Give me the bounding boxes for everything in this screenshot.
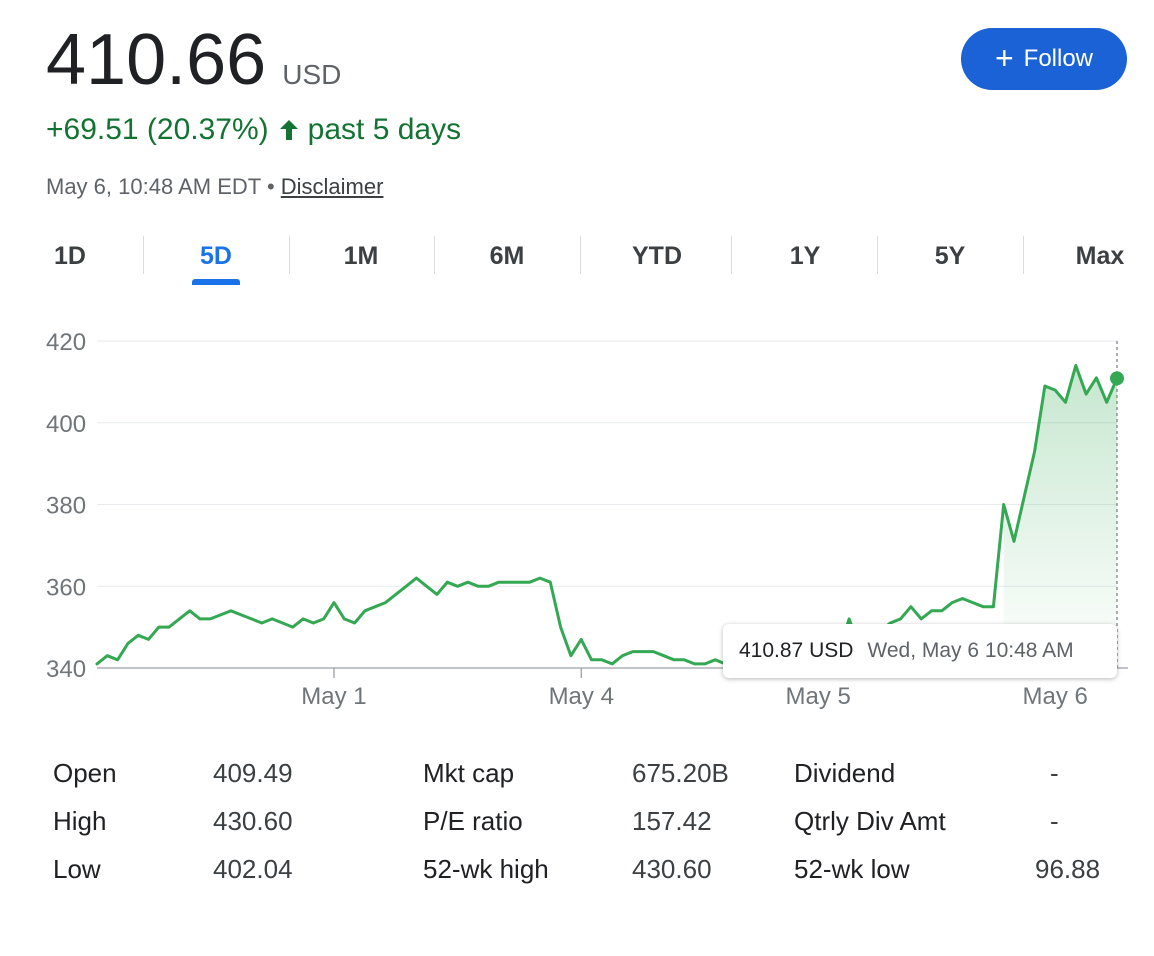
tab-divider — [434, 236, 435, 274]
tab-divider — [580, 236, 581, 274]
stat-value-52wk-high: 430.60 — [632, 854, 712, 884]
stat-label-high: High — [53, 806, 107, 836]
chart-tooltip: 410.87 USD Wed, May 6 10:48 AM — [723, 624, 1117, 678]
stat-value-pe-ratio: 157.42 — [632, 806, 712, 836]
tab-divider — [731, 236, 732, 274]
stats-grid: Open 409.49 High 430.60 Low 402.04 Mkt c… — [53, 750, 1133, 900]
stat-value-qtrly-div: - — [1050, 806, 1059, 836]
range-tabs: 1D 5D 1M 6M YTD 1Y 5Y Max — [0, 228, 1154, 288]
stat-label-52wk-low: 52-wk low — [794, 854, 910, 884]
y-tick-label: 420 — [46, 329, 86, 356]
stat-value-low: 402.04 — [213, 854, 293, 884]
tab-1y[interactable]: 1Y — [789, 242, 821, 270]
tab-ytd[interactable]: YTD — [632, 242, 682, 270]
y-tick-label: 360 — [46, 574, 86, 601]
stat-value-52wk-low: 96.88 — [1035, 854, 1101, 884]
disclaimer-link[interactable]: Disclaimer — [280, 174, 384, 199]
currency-label: USD — [282, 59, 342, 90]
price-change: +69.51 (20.37%) past 5 days — [46, 113, 461, 147]
tab-max[interactable]: Max — [1075, 242, 1125, 270]
tab-1m[interactable]: 1M — [343, 242, 379, 270]
stat-label-qtrly-div: Qtrly Div Amt — [794, 806, 946, 836]
series-area — [1003, 365, 1117, 668]
tab-5y[interactable]: 5Y — [934, 242, 966, 270]
change-period: past 5 days — [307, 113, 462, 146]
y-tick-label: 400 — [46, 411, 86, 438]
active-tab-indicator — [192, 279, 240, 285]
stat-label-pe-ratio: P/E ratio — [423, 806, 523, 836]
follow-label: Follow — [1023, 45, 1094, 72]
tab-divider — [1023, 236, 1024, 274]
stat-value-open: 409.49 — [213, 758, 293, 788]
tooltip-price: 410.87 USD — [739, 639, 854, 662]
stat-label-dividend: Dividend — [794, 758, 896, 788]
y-tick-label: 380 — [46, 493, 86, 520]
y-tick-label: 340 — [46, 656, 86, 683]
timestamp: May 6, 10:48 AM EDT — [46, 174, 261, 199]
tab-1d[interactable]: 1D — [54, 242, 86, 270]
x-tick-label: May 1 — [301, 683, 366, 710]
change-value: +69.51 (20.37%) — [46, 113, 269, 146]
tab-6m[interactable]: 6M — [489, 242, 525, 270]
tab-divider — [877, 236, 878, 274]
arrow-up-icon — [279, 120, 298, 140]
stat-value-dividend: - — [1050, 758, 1059, 788]
follow-button[interactable]: + Follow — [961, 28, 1127, 90]
series-line — [95, 364, 1119, 666]
separator-dot: • — [266, 174, 275, 199]
x-tick-label: May 5 — [786, 683, 851, 710]
current-point-marker — [1110, 371, 1124, 386]
plus-icon: + — [994, 39, 1014, 76]
current-price: 410.66 — [46, 20, 267, 100]
stat-value-mkt-cap: 675.20B — [632, 758, 729, 788]
tooltip-date: Wed, May 6 10:48 AM — [867, 639, 1074, 662]
price-chart[interactable]: May 1 May 4 May 5 May 6 420 400 380 360 340 — [0, 310, 1154, 720]
x-tick-label: May 6 — [1023, 683, 1088, 710]
tab-divider — [289, 236, 290, 274]
stat-label-mkt-cap: Mkt cap — [423, 758, 515, 788]
tab-divider — [143, 236, 144, 274]
tab-5d[interactable]: 5D — [200, 242, 232, 270]
stat-value-high: 430.60 — [213, 806, 293, 836]
x-tick-label: May 4 — [549, 683, 614, 710]
price-header: 410.66 USD — [46, 18, 341, 102]
stat-label-open: Open — [53, 758, 117, 788]
stat-label-52wk-high: 52-wk high — [423, 854, 549, 884]
stat-label-low: Low — [53, 854, 101, 884]
timestamp-row: May 6, 10:48 AM EDT • Disclaimer — [46, 174, 383, 200]
